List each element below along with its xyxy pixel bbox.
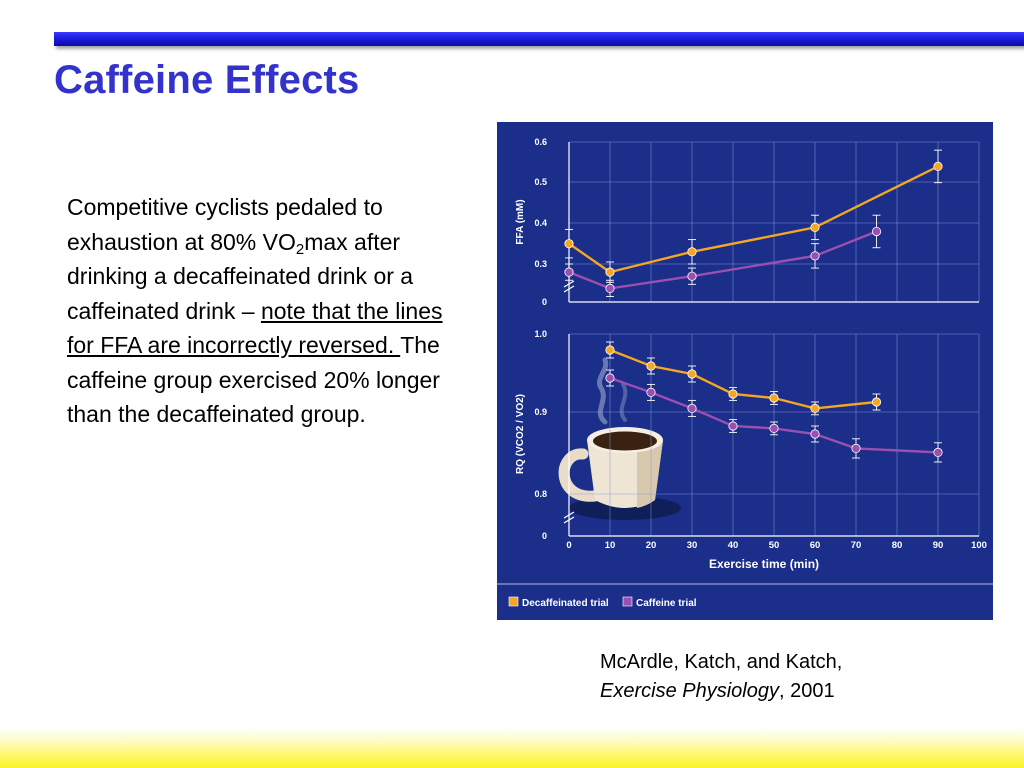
x-tick-label: 100	[971, 540, 987, 551]
x-tick-label: 50	[769, 540, 780, 551]
x-tick-label: 80	[892, 540, 903, 551]
citation: McArdle, Katch, and Katch, Exercise Physi…	[600, 648, 842, 706]
data-point-decaf	[646, 361, 656, 371]
data-point-caffeine	[810, 251, 820, 261]
body-text-part: Competitive cyclists pedaled to exhausti…	[67, 194, 383, 255]
y-tick-label: 0	[542, 531, 547, 541]
x-tick-label: 0	[566, 540, 571, 551]
ffa-chart: 0.6 0.5 0.4 0.3 0 FFA (mM)	[515, 137, 980, 307]
y-tick-label: 0.3	[534, 259, 547, 269]
y-tick-label: 1.0	[534, 329, 547, 339]
body-text: Competitive cyclists pedaled to exhausti…	[67, 190, 467, 432]
legend-swatch-decaf	[508, 596, 519, 607]
y-tick-label: 0.8	[534, 489, 547, 499]
x-tick-label: 40	[728, 540, 739, 551]
axis-break-mark	[563, 516, 575, 524]
y-tick-label: 0.4	[534, 218, 547, 228]
data-point-decaf	[605, 345, 615, 355]
citation-authors: McArdle, Katch, and Katch,	[600, 651, 843, 673]
title-rule	[54, 32, 1024, 46]
data-point-caffeine	[871, 226, 882, 237]
data-point-decaf	[810, 403, 820, 413]
series-line-caffeine	[609, 376, 939, 454]
y-tick-label: 0.6	[534, 137, 547, 147]
data-point-decaf	[728, 389, 738, 399]
data-point-caffeine	[646, 387, 656, 397]
data-point-caffeine	[810, 429, 820, 439]
axis-break-mark	[563, 285, 575, 293]
data-point-caffeine	[933, 447, 943, 457]
legend-label-decaf: Decaffeinated trial	[522, 598, 609, 609]
data-point-decaf	[687, 369, 697, 379]
x-tick-label: 30	[687, 540, 698, 551]
axis-break-mark	[563, 280, 575, 288]
x-tick-label: 20	[646, 540, 657, 551]
data-point-caffeine	[687, 403, 697, 413]
body-text-part: max after drinking a decaffeinated drink…	[67, 228, 414, 324]
y-tick-label: 0.5	[534, 177, 547, 187]
x-axis-label: Exercise time (min)	[709, 557, 819, 571]
slide-title: Caffeine Effects	[54, 58, 360, 102]
figure-svg: 0.6 0.5 0.4 0.3 0 FFA (mM) 1.0 0.9 0.8 0 RQ (VCO2…	[497, 137, 993, 609]
data-point-decaf	[933, 161, 943, 172]
data-point-decaf	[871, 397, 882, 407]
data-point-caffeine	[687, 271, 697, 281]
data-point-caffeine	[564, 267, 574, 277]
legend-swatch-caffeine	[622, 596, 633, 607]
y-tick-label: 0	[542, 297, 547, 307]
legend-label-caffeine: Caffeine trial	[636, 598, 697, 609]
data-point-caffeine	[605, 373, 615, 383]
citation-year: , 2001	[778, 680, 835, 702]
data-point-decaf	[564, 239, 574, 249]
rq-chart: 1.0 0.9 0.8 0 RQ (VCO2 / VO2) 0 10 20 30 40 50 60 70…	[515, 329, 987, 571]
x-tick-label: 10	[605, 540, 616, 551]
textbook-figure: 0.6 0.5 0.4 0.3 0 FFA (mM) 1.0 0.9 0.8 0 RQ (VCO2…	[497, 122, 993, 620]
series-line-caffeine	[568, 230, 877, 290]
axis-break-mark	[563, 511, 575, 519]
data-point-decaf	[810, 222, 820, 233]
data-point-decaf	[687, 247, 697, 257]
series-line-decaf	[609, 348, 877, 410]
coffee-mug-illustration	[558, 357, 681, 520]
data-point-caffeine	[769, 423, 779, 433]
x-tick-label: 60	[810, 540, 821, 551]
subscript-2: 2	[295, 240, 305, 258]
data-point-decaf	[605, 267, 615, 277]
citation-book: Exercise Physiology	[600, 680, 779, 702]
x-tick-label: 90	[933, 540, 944, 551]
underlined-note: note that the lines for FFA are incorrec…	[67, 297, 443, 359]
x-tick-label: 70	[851, 540, 862, 551]
footer-band	[0, 728, 1024, 768]
data-point-decaf	[769, 393, 779, 403]
body-text-part: The caffeine group exercised 20% longer …	[67, 332, 440, 427]
data-point-caffeine	[605, 283, 615, 293]
chart-legend: Decaffeinated trial Caffeine trial	[497, 583, 993, 609]
data-point-caffeine	[851, 443, 861, 453]
data-point-caffeine	[728, 421, 738, 431]
y-axis-label: FFA (mM)	[515, 199, 526, 244]
y-tick-label: 0.9	[534, 407, 547, 417]
y-axis-label: RQ (VCO2 / VO2)	[515, 394, 526, 474]
